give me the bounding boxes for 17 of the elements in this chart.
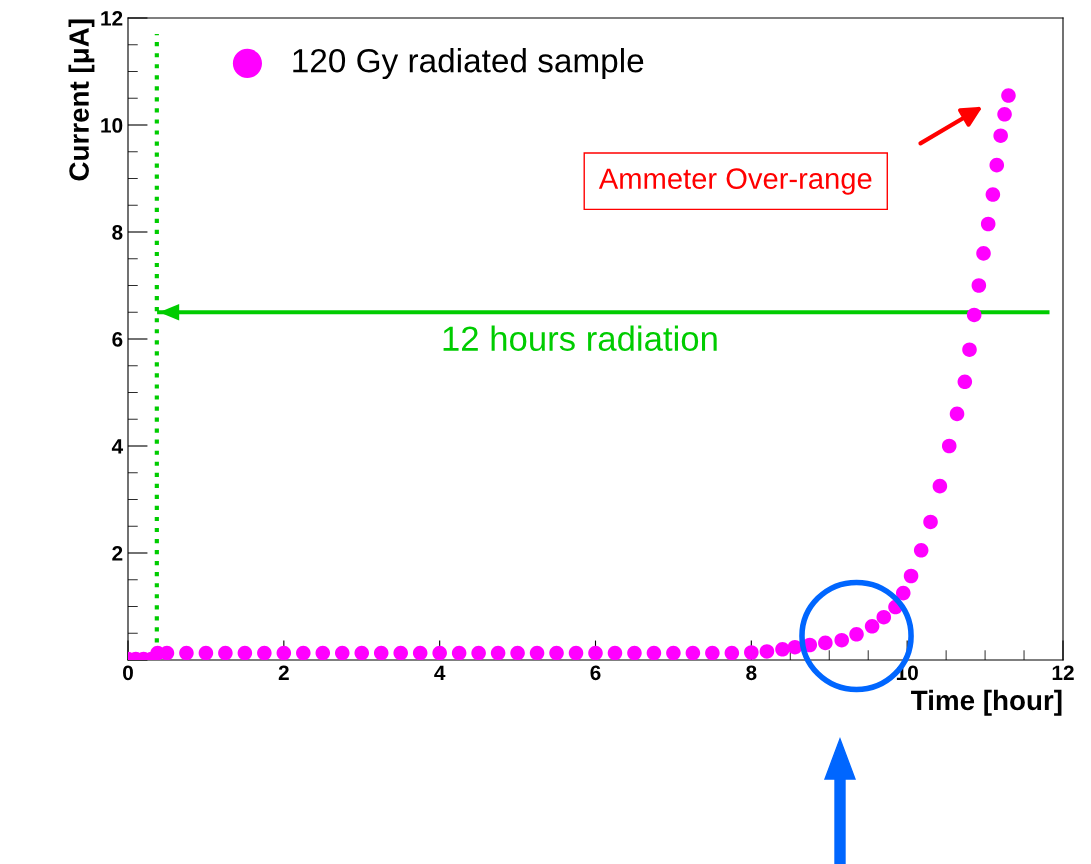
y-tick-label: 6 bbox=[112, 332, 123, 347]
x-tick-label: 8 bbox=[746, 665, 757, 681]
y-axis-title: Current [μA] bbox=[68, 19, 95, 181]
annotation: 12 hours radiation bbox=[443, 325, 717, 351]
x-tick-label: 6 bbox=[590, 665, 601, 681]
x-tick-label: 4 bbox=[434, 665, 446, 680]
y-tick-label: 8 bbox=[112, 225, 123, 240]
x-axis-title: Time [hour] bbox=[911, 689, 1062, 716]
x-tick-label: 2 bbox=[278, 665, 289, 680]
y-tick-label: 4 bbox=[111, 439, 124, 454]
annotation: Ammeter Over-range bbox=[598, 168, 872, 195]
x-tick-label: 12 bbox=[1052, 665, 1074, 680]
y-tick-label: 12 bbox=[101, 11, 123, 26]
legend-label: 120 Gy radiated sample bbox=[293, 48, 644, 80]
y-tick-label: 10 bbox=[101, 118, 123, 133]
x-tick-label: 0 bbox=[123, 665, 133, 681]
y-tick-label: 2 bbox=[112, 546, 123, 561]
